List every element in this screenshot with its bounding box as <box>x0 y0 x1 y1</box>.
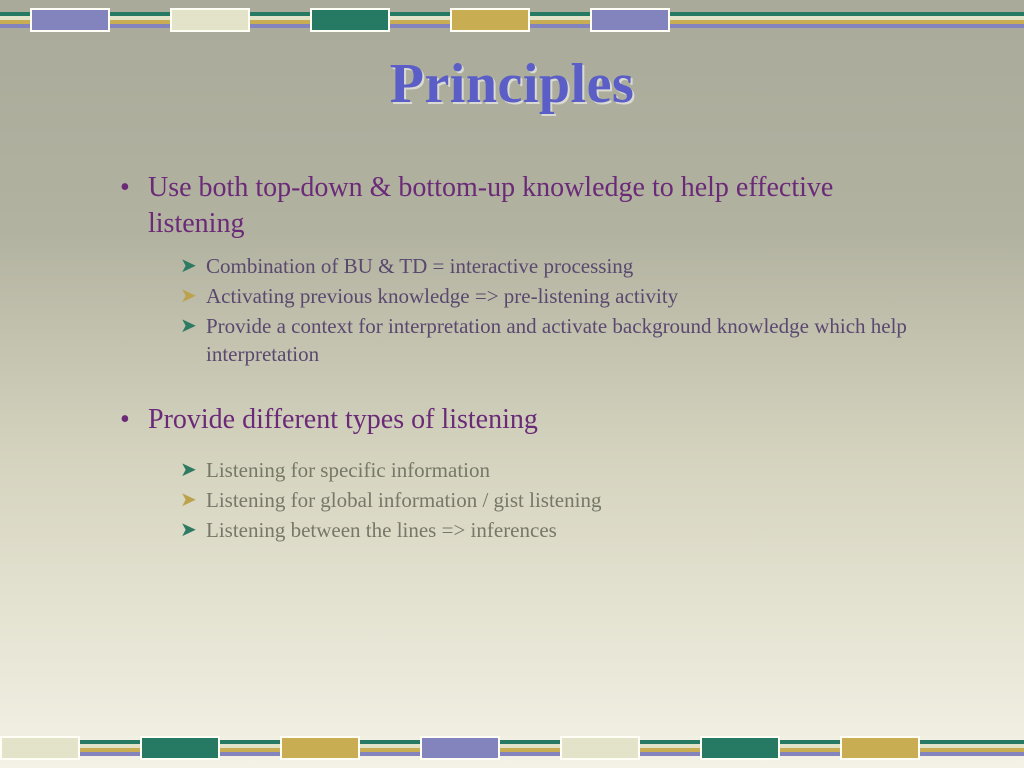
band-boxes-top <box>0 4 1024 36</box>
slide: Principles • Use both top-down & bottom-… <box>0 0 1024 768</box>
bullet-text: Provide different types of listening <box>148 402 920 438</box>
band-box <box>30 8 110 32</box>
band-box <box>560 736 640 760</box>
band-box <box>450 8 530 32</box>
band-boxes-bottom <box>0 732 1024 764</box>
bullet-level1: • Use both top-down & bottom-up knowledg… <box>120 170 920 242</box>
sub-bullet-text: Listening between the lines => inference… <box>206 516 920 544</box>
decorative-band-bottom <box>0 732 1024 764</box>
page-title: Principles <box>0 52 1024 116</box>
sub-bullet-text: Listening for specific information <box>206 456 920 484</box>
sub-bullet: ➤ Listening for global information / gis… <box>180 486 920 514</box>
sub-bullet-text: Provide a context for interpretation and… <box>206 312 920 368</box>
sub-bullet: ➤ Activating previous knowledge => pre-l… <box>180 282 920 310</box>
decorative-band-top <box>0 4 1024 36</box>
sub-bullets-1: ➤ Combination of BU & TD = interactive p… <box>180 252 920 368</box>
bullet-text: Use both top-down & bottom-up knowledge … <box>148 170 920 242</box>
band-box <box>0 736 80 760</box>
sub-bullet: ➤ Listening between the lines => inferen… <box>180 516 920 544</box>
arrow-icon: ➤ <box>180 456 206 484</box>
sub-bullet: ➤ Listening for specific information <box>180 456 920 484</box>
band-box <box>590 8 670 32</box>
bullet-level1: • Provide different types of listening <box>120 402 920 438</box>
band-box <box>310 8 390 32</box>
arrow-icon: ➤ <box>180 516 206 544</box>
sub-bullet: ➤ Combination of BU & TD = interactive p… <box>180 252 920 280</box>
sub-bullets-2: ➤ Listening for specific information ➤ L… <box>180 456 920 544</box>
band-box <box>170 8 250 32</box>
slide-content: • Use both top-down & bottom-up knowledg… <box>120 170 920 546</box>
sub-bullet-text: Combination of BU & TD = interactive pro… <box>206 252 920 280</box>
sub-bullet-text: Activating previous knowledge => pre-lis… <box>206 282 920 310</box>
band-box <box>700 736 780 760</box>
sub-bullet-text: Listening for global information / gist … <box>206 486 920 514</box>
band-box <box>420 736 500 760</box>
band-box <box>280 736 360 760</box>
sub-bullet: ➤ Provide a context for interpretation a… <box>180 312 920 368</box>
bullet-dot-icon: • <box>120 402 148 438</box>
arrow-icon: ➤ <box>180 312 206 368</box>
band-box <box>840 736 920 760</box>
arrow-icon: ➤ <box>180 252 206 280</box>
bullet-dot-icon: • <box>120 170 148 242</box>
arrow-icon: ➤ <box>180 282 206 310</box>
band-box <box>140 736 220 760</box>
arrow-icon: ➤ <box>180 486 206 514</box>
